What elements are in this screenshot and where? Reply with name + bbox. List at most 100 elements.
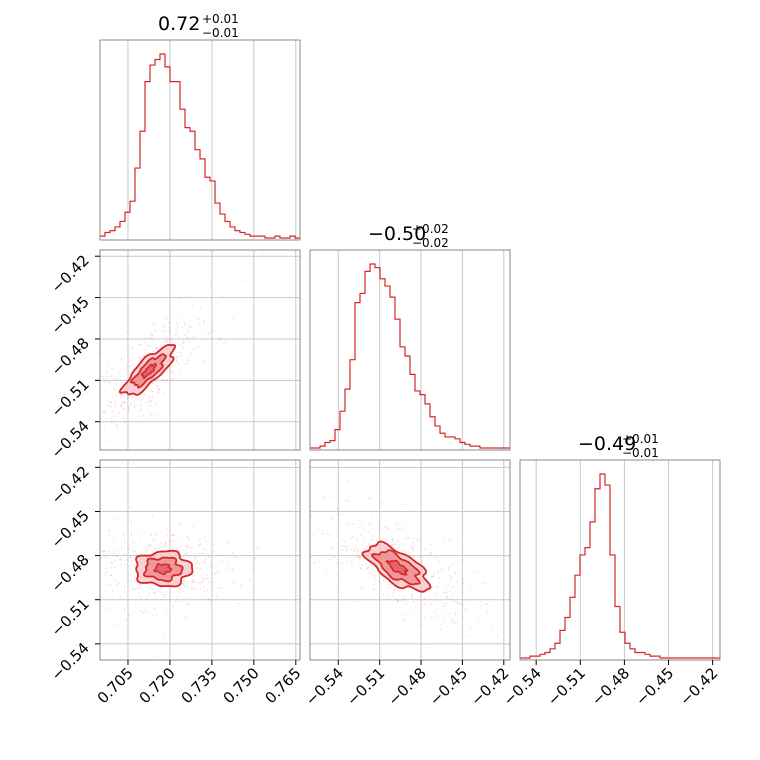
sample-point: [384, 525, 386, 528]
sample-point: [167, 322, 170, 324]
sample-point: [391, 544, 393, 547]
sample-point: [342, 549, 344, 552]
sample-point: [208, 563, 211, 565]
sample-point: [169, 539, 172, 542]
sample-point: [110, 566, 113, 568]
sample-point: [172, 377, 174, 380]
sample-point: [198, 543, 201, 546]
sample-point: [180, 545, 183, 548]
sample-point: [367, 531, 370, 534]
sample-point: [108, 550, 110, 553]
x-tick-label: −0.48: [588, 664, 633, 709]
sample-point: [359, 556, 361, 559]
sample-point: [119, 397, 122, 399]
sample-point: [359, 534, 362, 537]
y-tick-label: −0.48: [48, 551, 93, 596]
density-2-1: [310, 479, 500, 649]
sample-point: [120, 563, 122, 566]
sample-point: [428, 557, 431, 559]
sample-point: [148, 397, 151, 400]
sample-point: [110, 421, 113, 423]
sample-point: [421, 560, 423, 563]
sample-point: [139, 403, 142, 406]
sample-point: [128, 404, 131, 407]
sample-point: [138, 357, 141, 360]
sample-point: [171, 371, 174, 374]
sample-point: [454, 571, 457, 574]
sample-point: [224, 569, 227, 571]
sample-point: [183, 340, 185, 343]
sample-point: [199, 307, 202, 310]
sample-point: [446, 596, 448, 599]
sample-point: [131, 347, 134, 350]
sample-point: [194, 588, 196, 591]
sample-point: [109, 584, 112, 586]
sample-point: [396, 600, 399, 602]
sample-point: [185, 545, 187, 548]
sample-point: [171, 535, 174, 537]
contour-core: [385, 559, 409, 576]
sample-point: [346, 479, 349, 482]
sample-point: [497, 634, 500, 637]
sample-point: [111, 368, 114, 371]
sample-point: [443, 620, 446, 623]
sample-point: [492, 604, 495, 607]
sample-point: [442, 605, 444, 607]
sample-point: [183, 585, 186, 588]
sample-point: [444, 602, 447, 605]
sample-point: [447, 568, 450, 571]
sample-point: [386, 526, 389, 528]
sample-point: [185, 548, 187, 550]
sample-point: [310, 514, 313, 517]
density-1-0: [100, 252, 264, 442]
sample-point: [318, 561, 321, 563]
sample-point: [170, 339, 173, 341]
sample-point: [206, 589, 208, 592]
sample-point: [105, 375, 108, 378]
sample-point: [392, 591, 395, 594]
sample-point: [186, 536, 188, 538]
sample-point: [387, 597, 390, 600]
x-tick-label: −0.54: [302, 664, 347, 709]
sample-point: [337, 514, 340, 517]
sample-point: [192, 574, 195, 577]
sample-point: [119, 559, 122, 561]
sample-point: [432, 575, 434, 578]
sample-point: [139, 409, 141, 412]
sample-point: [207, 331, 210, 333]
sample-point: [128, 547, 131, 550]
sample-point: [469, 588, 471, 591]
sample-point: [391, 538, 394, 541]
sample-point: [153, 539, 156, 542]
sample-point: [205, 578, 207, 580]
sample-point: [133, 576, 136, 578]
sample-point: [242, 567, 245, 569]
sample-point: [111, 590, 114, 593]
panel-frame: [99, 249, 301, 451]
sample-point: [127, 614, 130, 616]
sample-point: [217, 337, 220, 340]
sample-point: [451, 599, 454, 602]
sample-point: [358, 558, 361, 561]
sample-point: [138, 541, 141, 543]
sample-point: [187, 336, 190, 339]
sample-point: [116, 624, 119, 627]
sample-point: [337, 562, 340, 564]
sample-point: [156, 348, 159, 351]
sample-point: [116, 518, 119, 520]
sample-point: [166, 528, 169, 531]
sample-point: [359, 567, 362, 570]
sample-point: [151, 540, 154, 543]
sample-point: [131, 588, 134, 591]
sample-point: [173, 540, 175, 543]
sample-point: [395, 521, 397, 524]
sample-point: [410, 597, 413, 599]
sample-point: [150, 400, 153, 402]
sample-point: [211, 325, 214, 327]
sample-point: [185, 602, 188, 604]
sample-point: [367, 577, 369, 580]
sample-point: [449, 574, 451, 577]
sample-point: [435, 556, 437, 559]
panel-frame: [519, 459, 721, 661]
sample-point: [190, 374, 193, 377]
